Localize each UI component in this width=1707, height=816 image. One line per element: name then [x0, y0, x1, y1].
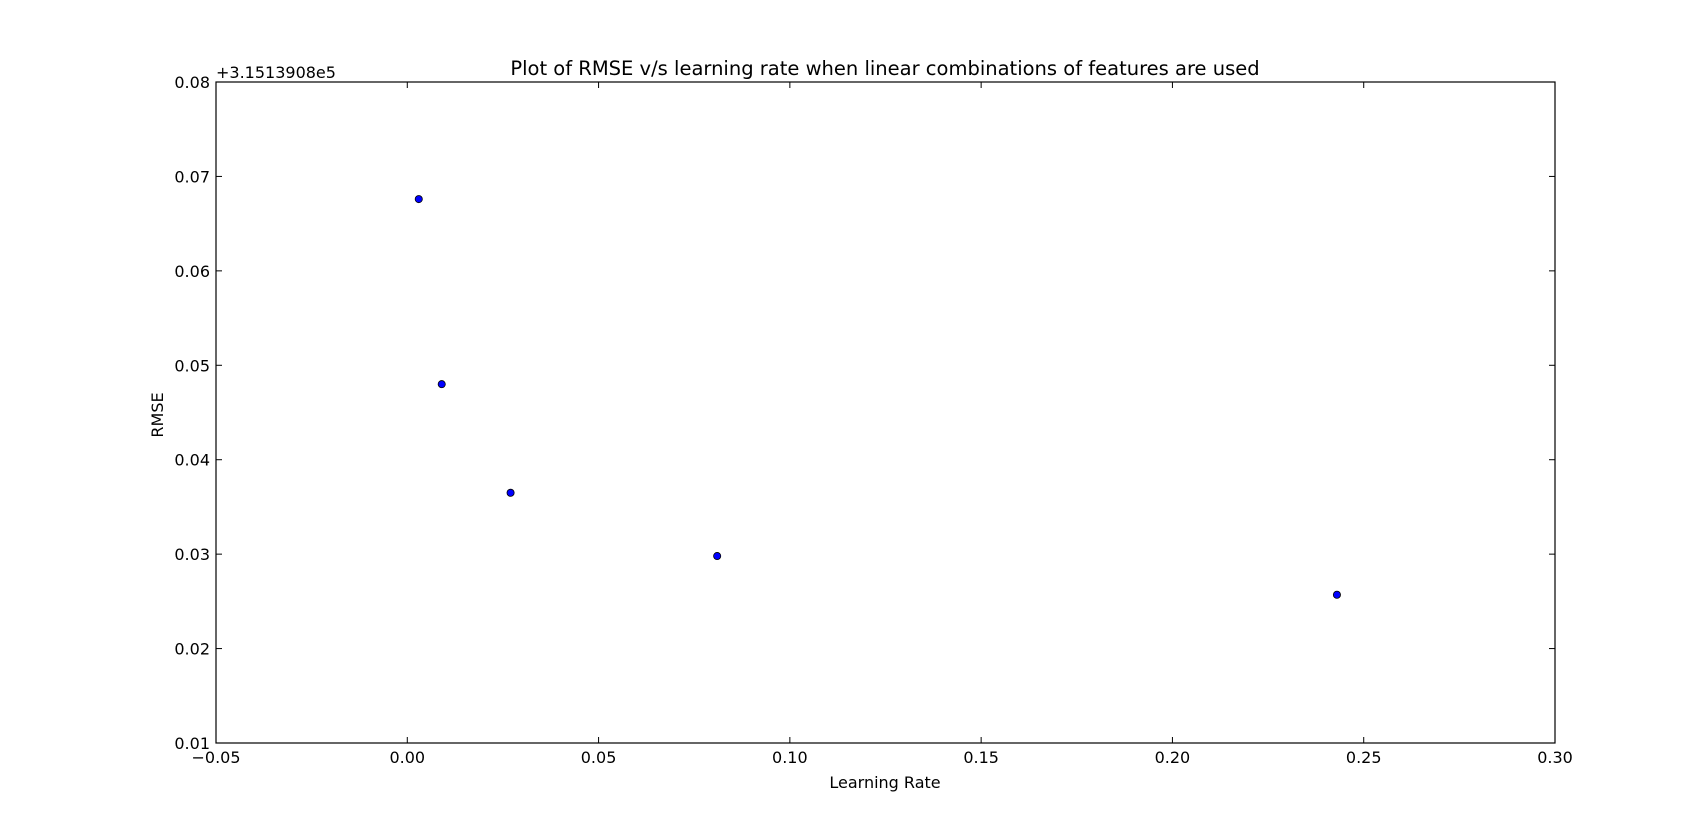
y-tick-label: 0.07 [174, 167, 210, 186]
data-point [506, 488, 515, 497]
y-tick-label: 0.02 [174, 640, 210, 659]
y-tick-label: 0.06 [174, 262, 210, 281]
data-point [414, 195, 423, 204]
x-tick-label: 0.25 [1346, 748, 1382, 767]
x-tick-label: −0.05 [191, 748, 240, 767]
x-axis-label: Learning Rate [829, 773, 940, 792]
y-tick-label: 0.01 [174, 734, 210, 753]
x-tick-label: 0.00 [389, 748, 425, 767]
y-tick-label: 0.03 [174, 545, 210, 564]
x-tick-label: 0.05 [581, 748, 617, 767]
y-tick-label: 0.04 [174, 451, 210, 470]
y-offset-label: +3.1513908e5 [216, 63, 336, 82]
y-tick-label: 0.08 [174, 73, 210, 92]
x-tick-label: 0.20 [1155, 748, 1191, 767]
x-tick-label: 0.15 [963, 748, 999, 767]
data-points [414, 195, 1341, 599]
y-tick-label: 0.05 [174, 356, 210, 375]
x-tick-label: 0.30 [1537, 748, 1573, 767]
y-axis-label: RMSE [148, 392, 167, 437]
data-point [713, 552, 722, 561]
plot-frame [215, 81, 1556, 744]
data-point [437, 380, 446, 389]
chart-title: Plot of RMSE v/s learning rate when line… [510, 57, 1259, 80]
data-point [1332, 590, 1341, 599]
axis-ticks: −0.05 0.00 0.05 0.10 0.15 0.20 0.25 0.30 0.01 0.0… [174, 73, 1572, 767]
x-tick-label: 0.10 [772, 748, 808, 767]
